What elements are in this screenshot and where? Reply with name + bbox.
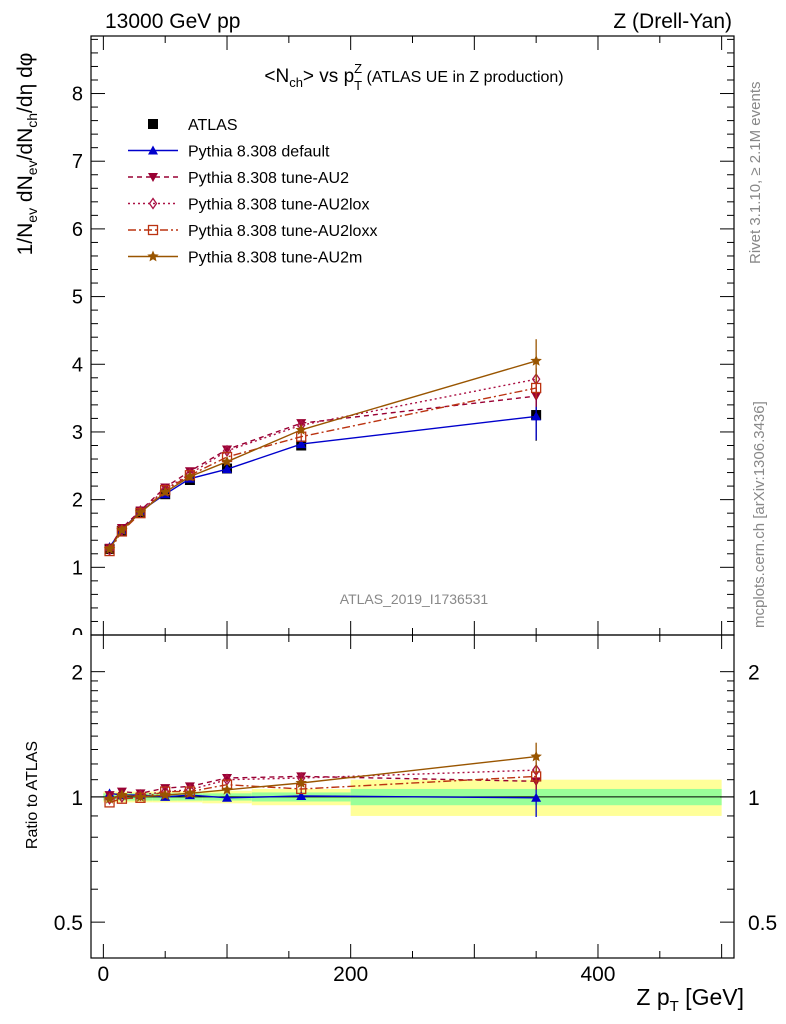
ratio-point-default	[296, 791, 307, 801]
main-y-tick-label-zero: 0	[72, 625, 83, 647]
ratio-y-axis-title: Ratio to ATLAS	[24, 741, 41, 849]
main-y-tick-label: 8	[72, 84, 83, 106]
main-point-au2m	[134, 506, 147, 518]
main-point-au2m	[116, 524, 128, 535]
ratio-point-au2loxx	[531, 771, 542, 782]
main-point-au2loxx	[531, 382, 542, 394]
header-left-label: 13000 GeV pp	[105, 10, 240, 33]
ratio-point-au2	[222, 774, 233, 784]
main-point-default	[531, 411, 542, 421]
ratio-point-default	[531, 792, 542, 802]
legend-marker-default	[148, 145, 158, 155]
main-line-au2loxx	[108, 387, 537, 552]
ratio-point-default	[222, 792, 233, 802]
main-point-au2m	[159, 486, 171, 497]
main-series-group	[103, 339, 542, 557]
main-point-au2m	[103, 543, 116, 554]
ratio-y-tick-label-right: 1	[748, 787, 760, 810]
ratio-point-au2m	[295, 777, 307, 788]
legend-label-au2loxx: Pythia 8.308 tune-AU2loxx	[188, 223, 377, 240]
legend-label-default: Pythia 8.308 default	[188, 144, 330, 161]
legend-label-data: ATLAS	[188, 117, 238, 134]
ratio-y-axis: 0.5 0.5 1 1 2 2	[54, 662, 777, 935]
ratio-y-tick-label-right: 2	[748, 662, 760, 685]
main-y-axis: 1 2 3 4 5 6 7 8 0	[72, 38, 734, 647]
main-series-default	[104, 392, 542, 552]
ratio-point-au2m	[103, 792, 116, 804]
legend-item-au2: Pythia 8.308 tune-AU2	[128, 170, 349, 187]
plot-title: <Nch> vs pZ T (ATLAS UE in Z production)	[264, 61, 563, 93]
main-y-tick-label: 4	[72, 354, 83, 376]
header-right-label: Z (Drell-Yan)	[613, 10, 732, 33]
analysis-id-label: ATLAS_2019_I1736531	[340, 591, 489, 607]
main-series-au2lox	[105, 368, 541, 556]
legend-marker-au2	[148, 173, 158, 182]
ratio-y-tick-label: 1	[71, 787, 83, 810]
x-axis-title: Z pT [GeV]	[636, 984, 744, 1015]
main-point-au2m	[530, 354, 542, 366]
mcplots-label: mcplots.cern.ch [arXiv:1306.3436]	[751, 401, 768, 628]
main-series-au2loxx	[104, 377, 542, 557]
main-point-default	[296, 439, 307, 449]
ratio-series-group	[103, 742, 542, 817]
ratio-uncertainty-bands	[103, 779, 722, 816]
main-line-au2lox	[108, 378, 537, 551]
ratio-point-au2m	[184, 787, 196, 799]
main-y-tick-label: 3	[72, 422, 83, 444]
main-series-au2m	[103, 339, 542, 554]
main-point-au2lox	[136, 505, 145, 518]
legend-marker-au2loxx	[147, 224, 159, 236]
main-y-axis-title: 1/Nev dNev/dNch/dη dφ	[14, 53, 40, 256]
x-axis: 0 200 400	[98, 36, 723, 986]
legend-marker-au2m	[147, 250, 159, 262]
main-point-default	[222, 464, 233, 474]
legend-marker-au2lox	[148, 197, 158, 210]
ratio-line-au2	[109, 775, 537, 796]
x-tick-label: 400	[580, 963, 615, 986]
main-y-tick-label: 7	[72, 151, 83, 173]
ratio-point-au2	[160, 784, 171, 794]
ratio-series-au2m	[103, 742, 542, 804]
legend-item-au2loxx: Pythia 8.308 tune-AU2loxx	[128, 223, 377, 240]
ratio-point-au2m	[134, 790, 147, 802]
x-tick-label: 200	[333, 963, 368, 986]
main-y-tick-label: 1	[72, 557, 83, 579]
ratio-point-au2m	[116, 789, 128, 800]
main-y-tick-label: 6	[72, 219, 83, 241]
legend-label-au2m: Pythia 8.308 tune-AU2m	[188, 250, 362, 267]
ratio-point-au2m	[221, 783, 233, 795]
legend-item-au2lox: Pythia 8.308 tune-AU2lox	[128, 197, 369, 214]
main-point-au2m	[295, 423, 307, 435]
ratio-point-au2m	[530, 750, 542, 762]
x-tick-label: 0	[98, 963, 110, 986]
ratio-y-tick-label: 0.5	[54, 912, 83, 935]
legend-label-au2lox: Pythia 8.308 tune-AU2lox	[188, 197, 369, 214]
legend-item-default: Pythia 8.308 default	[128, 144, 330, 161]
main-line-au2m	[108, 360, 537, 550]
main-point-au2m	[184, 470, 196, 482]
main-point-au2	[222, 445, 233, 455]
ratio-y-tick-label-right: 0.5	[748, 912, 777, 935]
ratio-point-au2m	[159, 789, 171, 800]
main-y-tick-label: 2	[72, 490, 83, 512]
main-y-tick-label: 5	[72, 287, 83, 309]
main-series-data	[104, 389, 542, 555]
legend-marker-data	[148, 119, 158, 129]
main-series-au2	[104, 385, 542, 553]
legend-item-au2m: Pythia 8.308 tune-AU2m	[128, 250, 362, 267]
rivet-version-label: Rivet 3.1.10, ≥ 2.1M events	[747, 82, 764, 265]
ratio-y-tick-label: 2	[71, 662, 83, 685]
legend: ATLAS Pythia 8.308 default Pythia 8.308 tu…	[128, 117, 377, 267]
legend-item-data: ATLAS	[148, 117, 238, 134]
main-point-au2m	[221, 455, 233, 467]
legend-label-au2: Pythia 8.308 tune-AU2	[188, 170, 349, 187]
main-line-au2	[108, 395, 537, 549]
